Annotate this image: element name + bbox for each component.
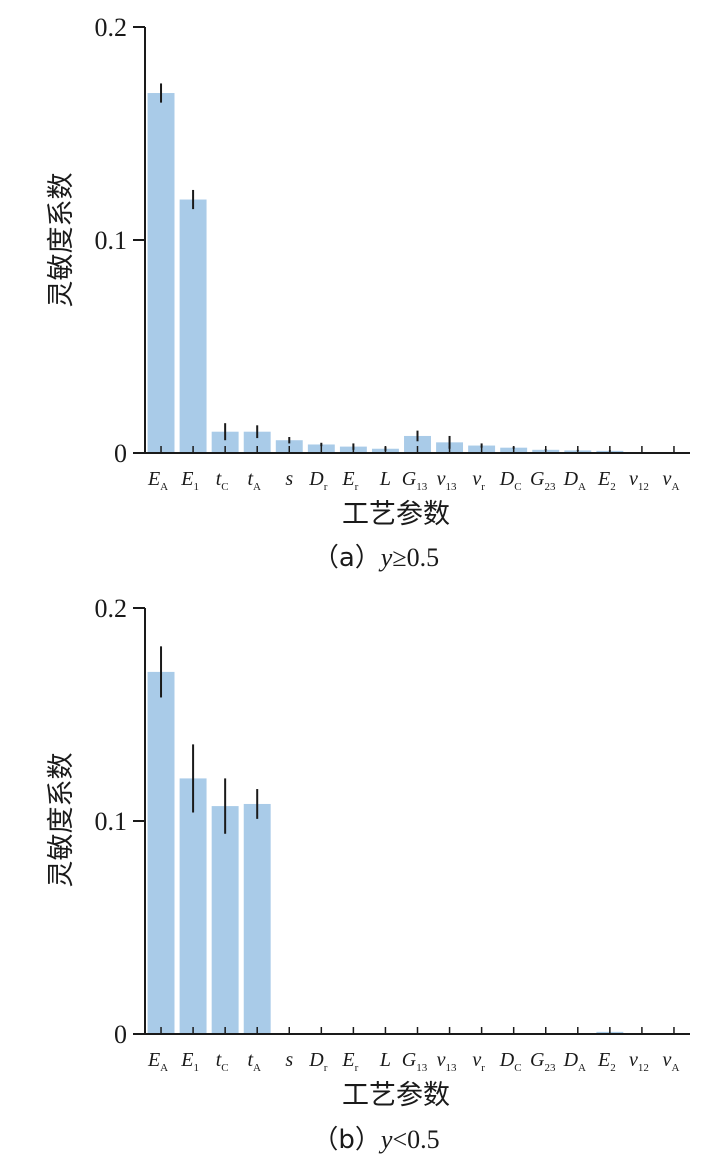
x-tick-label: vA xyxy=(663,1049,680,1074)
panel-caption: （b）y<0.5 xyxy=(312,1125,439,1155)
y-tick-label: 0 xyxy=(114,1020,127,1049)
caption-variable: y xyxy=(378,1125,393,1154)
x-tick-label: tA xyxy=(247,468,261,493)
x-tick-label: G13 xyxy=(402,468,428,493)
x-tick-label: Er xyxy=(341,468,358,493)
bar xyxy=(243,803,271,1034)
x-tick-label: Dr xyxy=(308,1049,327,1074)
x-tick-label: L xyxy=(379,1049,391,1071)
x-tick-label: G13 xyxy=(402,1049,428,1074)
x-tick-label: s xyxy=(285,468,293,490)
bar xyxy=(243,431,271,453)
y-axis-title: 灵敏度系数 xyxy=(46,173,77,308)
x-tick-label: tC xyxy=(216,1049,229,1074)
x-tick-label: DA xyxy=(563,1049,586,1074)
y-tick-label: 0.1 xyxy=(95,807,128,836)
x-tick-label: DC xyxy=(499,468,522,493)
x-tick-label: E2 xyxy=(597,1049,616,1074)
bar xyxy=(179,199,207,453)
y-tick-label: 0.1 xyxy=(95,226,128,255)
caption-threshold: 0.5 xyxy=(407,1125,440,1154)
x-axis-title: 工艺参数 xyxy=(342,499,450,530)
bar xyxy=(147,93,175,453)
x-tick-label: tC xyxy=(216,468,229,493)
chart-panel-b: 灵敏度系数 工艺参数 （b）y<0.5 0 0.1 0.2 EA E1 tC tA s Dr Er… xyxy=(46,594,690,1155)
panel-caption: （a）y≥0.5 xyxy=(313,543,439,573)
chart-panel-a: 灵敏度系数 工艺参数 （a）y≥0.5 0 0.1 0.2 EA E1 tC tA s Dr Er… xyxy=(46,13,690,573)
bar xyxy=(179,778,207,1034)
x-tick-label: E2 xyxy=(597,468,616,493)
x-axis-title: 工艺参数 xyxy=(342,1080,450,1111)
x-tick-label: v13 xyxy=(437,1049,457,1074)
x-tick-label: G23 xyxy=(530,468,556,493)
y-tick-label: 0.2 xyxy=(95,13,128,42)
x-tick-label: L xyxy=(379,468,391,490)
bar xyxy=(211,806,239,1034)
caption-prefix: （b） xyxy=(312,1125,381,1155)
bar xyxy=(404,435,431,453)
x-tick-label: tA xyxy=(247,1049,261,1074)
y-axis-title: 灵敏度系数 xyxy=(46,753,77,888)
x-tick-label: EA xyxy=(147,1049,168,1074)
bar xyxy=(211,431,239,453)
x-tick-label: EA xyxy=(147,468,168,493)
x-tick-label: Er xyxy=(341,1049,358,1074)
caption-variable: y xyxy=(378,543,393,572)
caption-prefix: （a） xyxy=(313,543,381,573)
x-tick-label: E1 xyxy=(180,468,199,493)
x-tick-label: vr xyxy=(472,1049,485,1074)
y-tick-label: 0 xyxy=(114,439,127,468)
x-tick-label: v12 xyxy=(629,468,649,493)
x-tick-label: E1 xyxy=(180,1049,199,1074)
x-tick-label: DA xyxy=(563,468,586,493)
x-tick-label: DC xyxy=(499,1049,522,1074)
x-tick-label: G23 xyxy=(530,1049,556,1074)
x-tick-label: v13 xyxy=(437,468,457,493)
x-tick-label: vA xyxy=(663,468,680,493)
x-tick-label: vr xyxy=(472,468,485,493)
y-tick-label: 0.2 xyxy=(95,594,128,623)
x-tick-label: v12 xyxy=(629,1049,649,1074)
caption-operator: ≥ xyxy=(392,543,406,572)
bar xyxy=(147,671,175,1034)
x-tick-label: s xyxy=(285,1049,293,1071)
caption-operator: < xyxy=(392,1125,407,1154)
x-tick-label: Dr xyxy=(308,468,327,493)
caption-threshold: 0.5 xyxy=(407,543,440,572)
